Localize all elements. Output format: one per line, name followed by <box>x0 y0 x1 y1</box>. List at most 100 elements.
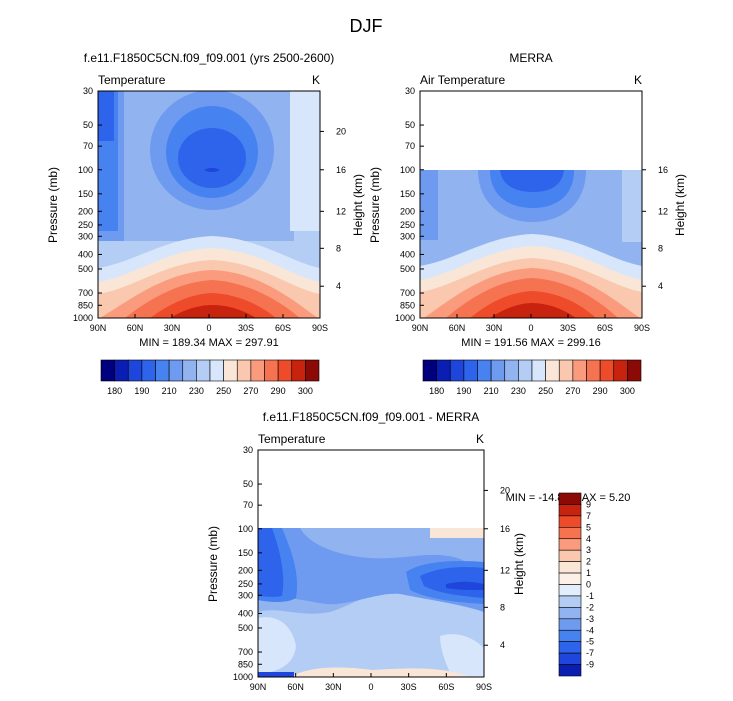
obs-unit-label: K <box>634 73 642 87</box>
y-tick-label: 30 <box>83 86 93 96</box>
y-tick-label: 400 <box>78 249 93 259</box>
colorbar-swatch <box>236 359 252 382</box>
y2-tick-label: 20 <box>500 485 510 495</box>
obs-panel-title: MERRA <box>509 51 552 65</box>
y-tick-label: 250 <box>400 220 415 230</box>
colorbar-label: -1 <box>586 591 594 601</box>
x-tick-label: 60N <box>127 323 144 333</box>
colorbar-swatch <box>422 359 437 382</box>
y-tick-label: 70 <box>243 500 253 510</box>
y-tick-label: 850 <box>400 300 415 310</box>
colorbar-label: 190 <box>134 386 149 396</box>
model-left-label: Temperature <box>98 73 166 87</box>
colorbar-swatch <box>613 359 628 382</box>
colorbar-swatch <box>504 359 519 382</box>
model-band-northpole-core <box>98 91 114 141</box>
y-tick-label: 150 <box>238 548 253 558</box>
colorbar-swatch <box>196 359 211 382</box>
y2-tick-label: 20 <box>336 126 346 136</box>
model-minmax-text: MIN = 189.34 MAX = 297.91 <box>139 337 278 349</box>
model-panel-title: f.e11.F1850C5CN.f09_f09.001 (yrs 2500-26… <box>84 51 335 65</box>
x-tick-label: 30S <box>560 323 576 333</box>
y-tick-label: 70 <box>405 141 415 151</box>
x-tick-label: 0 <box>368 682 373 692</box>
colorbar-label: 3 <box>586 545 591 555</box>
y-tick-label: 100 <box>78 165 93 175</box>
colorbar-swatch <box>155 359 170 382</box>
colorbar-swatch <box>518 359 533 382</box>
colorbar-label: 5 <box>586 522 591 532</box>
colorbar-swatch <box>558 515 582 528</box>
colorbar-swatch <box>599 359 615 382</box>
model-band-295 <box>170 305 256 318</box>
model-unit-label: K <box>312 73 320 87</box>
x-tick-label: 60N <box>287 682 304 692</box>
colorbar-label: 4 <box>586 534 591 544</box>
colorbar-swatch <box>209 359 224 382</box>
x-tick-label: 0 <box>206 323 211 333</box>
obs-y2-axis: 16 12 8 4 <box>642 165 668 291</box>
colorbar-label: -5 <box>586 637 594 647</box>
diff-panel: f.e11.F1850C5CN.f09_f09.001 - MERRA Temp… <box>206 410 630 692</box>
colorbar-label: -9 <box>586 660 594 670</box>
diff-band-minus1-lower-left <box>258 617 296 674</box>
y-tick-label: 1000 <box>233 672 253 682</box>
model-band-southpole-column <box>290 91 320 231</box>
colorbar-swatch <box>572 359 587 382</box>
colorbar-swatch <box>114 359 129 382</box>
x-tick-label: 30S <box>401 682 417 692</box>
obs-ylabel: Pressure (mb) <box>368 167 382 243</box>
y-tick-label: 1000 <box>395 313 415 323</box>
colorbar-swatch <box>558 492 582 505</box>
diff-band-positive-top <box>430 528 484 538</box>
colorbar-label: -2 <box>586 602 594 612</box>
model-contour-field <box>98 91 320 318</box>
colorbar-label: 270 <box>243 386 258 396</box>
colorbar-swatch <box>558 664 582 677</box>
obs-missing-region <box>420 91 642 170</box>
obs-band-edge-left <box>420 170 438 240</box>
y-tick-label: 300 <box>400 231 415 241</box>
y2-tick-label: 8 <box>658 243 663 253</box>
x-tick-label: 0 <box>528 323 533 333</box>
obs-band-295 <box>490 303 576 318</box>
colorbar-swatch <box>545 359 560 382</box>
diff-left-label: Temperature <box>258 432 326 446</box>
colorbar-swatch <box>627 359 642 382</box>
colorbar-swatch <box>223 359 238 382</box>
colorbar-swatch <box>558 572 582 585</box>
colorbar-label: 210 <box>162 386 177 396</box>
diff-band-minus5-south <box>420 566 484 598</box>
model-y2label: Height (km) <box>351 174 365 236</box>
y-tick-label: 200 <box>238 565 253 575</box>
x-tick-label: 60N <box>449 323 466 333</box>
colorbar-swatch <box>558 359 574 382</box>
diff-band-surface-positive <box>290 667 470 677</box>
y-tick-label: 850 <box>238 659 253 669</box>
y2-tick-label: 16 <box>336 165 346 175</box>
colorbar-swatch <box>558 629 582 642</box>
colorbar-swatch <box>436 359 451 382</box>
colorbar-label: 180 <box>429 386 444 396</box>
model-x-axis: 90N 60N 30N 0 30S 60S 90S <box>90 314 328 333</box>
y-tick-label: 50 <box>243 479 253 489</box>
y-tick-label: 500 <box>78 264 93 274</box>
colorbar-swatch <box>449 359 465 382</box>
colorbar-label: 7 <box>586 511 591 521</box>
y2-tick-label: 4 <box>500 640 505 650</box>
colorbar-label: 190 <box>456 386 471 396</box>
colorbar-swatch <box>490 359 506 382</box>
model-band-tropopause-inner <box>178 128 246 188</box>
model-colorbar: 180 190 210 230 250 270 290 300 <box>100 359 320 396</box>
y2-tick-label: 12 <box>336 206 346 216</box>
colorbar-swatch <box>558 618 582 631</box>
colorbar-label: 250 <box>538 386 553 396</box>
diff-band-minus5-north <box>258 528 284 597</box>
y-tick-label: 150 <box>400 189 415 199</box>
colorbar-swatch <box>558 538 582 551</box>
y-tick-label: 700 <box>78 288 93 298</box>
colorbar-label: 210 <box>484 386 499 396</box>
